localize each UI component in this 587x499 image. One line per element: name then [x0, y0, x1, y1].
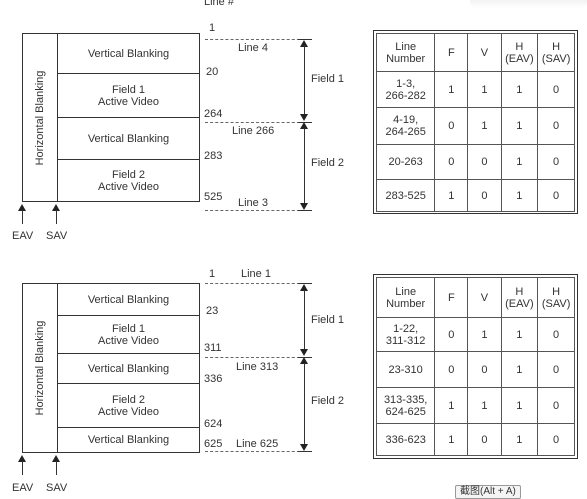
bottom-table-header-row: Line Number F V H (EAV) H (SAV): [375, 277, 575, 318]
bottom-field-tick-bottom: [298, 451, 312, 452]
top-eav-arrow-shaft: [22, 210, 23, 224]
bottom-truth-table: Line Number F V H (EAV) H (SAV) 1-22, 311-31…: [375, 277, 575, 456]
bottom-dash-line-1: [205, 283, 305, 284]
bottom-block-vertical-blanking-1: Vertical Blanking: [58, 284, 199, 316]
top-eav-arrow-head: [18, 204, 26, 211]
bottom-table-header-h-sav: H (SAV): [537, 277, 575, 318]
bottom-line-num-23: 23: [206, 305, 219, 317]
bottom-block-vertical-blanking-2: Vertical Blanking: [58, 354, 199, 384]
top-table-header-f: F: [434, 33, 469, 72]
bottom-dash-label-line-313: Line 313: [236, 361, 279, 373]
top-field2-arrow-up: [300, 122, 308, 129]
top-field2-arrow-down: [300, 203, 308, 210]
window-shadow: [470, 0, 587, 8]
bottom-field2-label: Field 2: [311, 395, 345, 407]
bottom-dash-line-313: [205, 357, 305, 358]
top-block-vertical-blanking-2: Vertical Blanking: [58, 118, 199, 160]
top-table-header-line-number: Line Number: [375, 33, 436, 72]
bottom-table-header-h-eav: H (EAV): [500, 277, 539, 318]
bottom-table-header-line-number: Line Number: [375, 277, 436, 318]
top-line-num-1: 1: [209, 22, 216, 34]
top-dash-label-line-3: Line 3: [238, 197, 268, 209]
top-table-frame: [373, 30, 578, 214]
top-field-tick-top: [298, 39, 312, 40]
top-field1-label: Field 1: [311, 73, 345, 85]
bottom-eav-arrow-shaft: [22, 461, 23, 475]
table-row: 1-3, 266-282 1 1 1 0: [375, 71, 575, 108]
bottom-dash-label-line-1: Line 1: [241, 268, 271, 280]
bottom-block-field1-active-video: Field 1 Active Video: [58, 316, 199, 354]
top-field1-arrow-shaft: [304, 45, 305, 115]
top-line-num-264: 264: [204, 108, 223, 120]
line-number-header: Line #: [204, 0, 234, 8]
top-table-header-v: V: [467, 33, 502, 72]
bottom-line-num-625: 625: [204, 438, 223, 450]
top-line-num-525: 525: [204, 191, 223, 203]
table-row: 313-335, 624-625 1 1 1 0: [375, 387, 575, 424]
top-line-num-283: 283: [204, 150, 223, 162]
top-table-header-h-sav: H (SAV): [537, 33, 575, 72]
top-field1-arrow-up: [300, 40, 308, 47]
bottom-field1-label: Field 1: [311, 314, 345, 326]
bottom-block-vertical-blanking-3: Vertical Blanking: [87, 434, 170, 446]
bottom-block-field2-active-video: Field 2 Active Video: [58, 384, 199, 428]
top-eav-label: EAV: [12, 230, 34, 242]
top-field2-arrow-shaft: [304, 128, 305, 203]
bottom-line-num-336: 336: [204, 373, 223, 385]
top-dash-line-4: [205, 39, 305, 40]
top-field2-label: Field 2: [311, 157, 345, 169]
table-row: 20-263 0 0 1 0: [375, 144, 575, 180]
top-field-tick-mid: [298, 122, 312, 123]
bottom-field-tick-mid: [298, 357, 312, 358]
table-row: 1-22, 311-312 0 1 1 0: [375, 317, 575, 352]
top-dash-label-line-266: Line 266: [232, 125, 275, 137]
bottom-field-tick-top: [298, 283, 312, 284]
top-table-header-row: Line Number F V H (EAV) H (SAV): [375, 33, 575, 72]
bottom-field1-arrow-shaft: [304, 290, 305, 350]
bottom-frame: Horizontal Blanking Vertical Blanking Fi…: [22, 283, 200, 453]
top-frame: Horizontal Blanking Vertical Blanking Fi…: [22, 33, 200, 202]
top-sav-label: SAV: [46, 230, 68, 242]
bottom-line-num-311: 311: [204, 342, 222, 354]
bottom-sav-arrow-head: [52, 455, 60, 462]
top-block-field1-active-video: Field 1 Active Video: [58, 74, 199, 118]
table-row: 283-525 1 0 1 0: [375, 179, 575, 212]
bottom-field2-arrow-up: [300, 357, 308, 364]
table-row: 23-310 0 0 1 0: [375, 351, 575, 388]
bottom-dash-line-625: [205, 451, 305, 452]
bottom-eav-arrow-head: [18, 455, 26, 462]
top-field-tick-bottom: [298, 210, 312, 211]
top-field1-arrow-down: [300, 114, 308, 121]
bottom-horizontal-blanking: Horizontal Blanking: [23, 284, 58, 452]
bottom-field2-arrow-shaft: [304, 363, 305, 444]
top-horizontal-blanking: Horizontal Blanking: [23, 34, 58, 201]
bottom-field2-arrow-down: [300, 444, 308, 451]
bottom-field1-arrow-up: [300, 284, 308, 291]
top-line-num-20: 20: [206, 66, 219, 78]
top-block-field2-active-video: Field 2 Active Video: [98, 168, 159, 193]
bottom-table-frame: [373, 274, 578, 459]
top-block-vertical-blanking-1: Vertical Blanking: [58, 34, 199, 74]
bottom-table-header-f: F: [434, 277, 469, 318]
top-dash-line-266: [205, 122, 305, 123]
table-row: 336-623 1 0 1 0: [375, 423, 575, 456]
top-sav-arrow-head: [52, 204, 60, 211]
bottom-table-header-v: V: [467, 277, 502, 318]
bottom-eav-label: EAV: [12, 482, 34, 494]
bottom-sav-arrow-shaft: [56, 461, 57, 475]
top-horizontal-blanking-label: Horizontal Blanking: [34, 70, 46, 165]
bottom-line-num-624: 624: [204, 418, 223, 430]
top-dash-line-3: [205, 210, 305, 211]
bottom-sav-label: SAV: [46, 482, 68, 494]
bottom-horizontal-blanking-label: Horizontal Blanking: [34, 320, 46, 416]
top-truth-table: Line Number F V H (EAV) H (SAV) 1-3, 266-282…: [375, 33, 575, 212]
bottom-line-num-1: 1: [209, 268, 216, 280]
bottom-field1-arrow-down: [300, 349, 308, 356]
top-dash-label-line-4: Line 4: [238, 42, 268, 54]
table-row: 4-19, 264-265 0 1 1 0: [375, 107, 575, 145]
bottom-dash-label-line-625: Line 625: [236, 438, 279, 450]
top-table-header-h-eav: H (EAV): [500, 33, 539, 72]
top-sav-arrow-shaft: [56, 210, 57, 224]
